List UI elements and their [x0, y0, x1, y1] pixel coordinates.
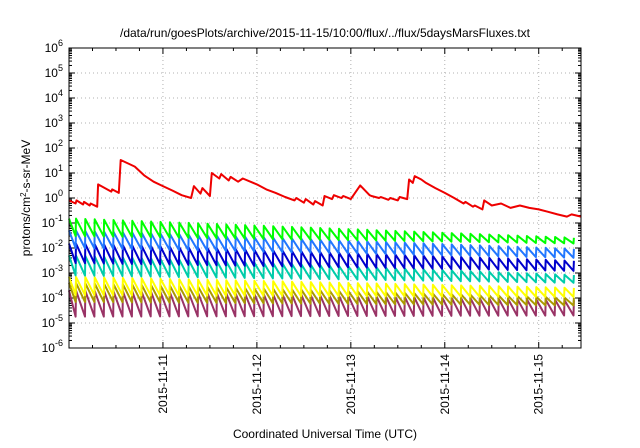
y-tick-label: 101: [45, 163, 63, 180]
x-tick-label: 2015-11-12: [250, 354, 264, 415]
chart-title: /data/run/goesPlots/archive/2015-11-15/1…: [120, 26, 531, 40]
y-tick-label: 100: [45, 188, 63, 205]
x-tick-label: 2015-11-13: [344, 354, 358, 415]
y-tick-label: 105: [45, 63, 63, 80]
series-group: [68, 159, 582, 318]
x-tick-labels: 2015-11-11 2015-11-12 2015-11-13 2015-11-14…: [156, 354, 546, 415]
y-tick-label: 10-4: [42, 288, 63, 305]
series-line: [68, 217, 575, 245]
series-line: [68, 159, 582, 218]
y-tick-label: 10-6: [42, 338, 63, 355]
y-tick-label: 102: [45, 138, 63, 155]
x-tick-label: 2015-11-15: [532, 354, 546, 415]
y-tick-labels: 10-6 10-5 10-4 10-3 10-2 10-1 100 101 102 103 104 1…: [42, 38, 63, 355]
x-tick-label: 2015-11-14: [438, 354, 452, 415]
x-axis-label: Coordinated Universal Time (UTC): [233, 427, 417, 441]
y-tick-label: 10-3: [42, 263, 63, 280]
y-tick-label: 10-2: [42, 238, 63, 255]
y-tick-label: 10-5: [42, 313, 63, 330]
y-tick-label: 10-1: [42, 213, 63, 230]
y-tick-label: 106: [45, 38, 63, 55]
y-tick-label: 104: [45, 88, 63, 105]
plot-frame: [68, 47, 582, 349]
y-tick-label: 103: [45, 113, 63, 130]
x-tick-label: 2015-11-11: [156, 354, 170, 414]
series-line: [68, 275, 575, 298]
y-axis-label: protons/cm2-s-sr-MeV: [19, 140, 34, 256]
